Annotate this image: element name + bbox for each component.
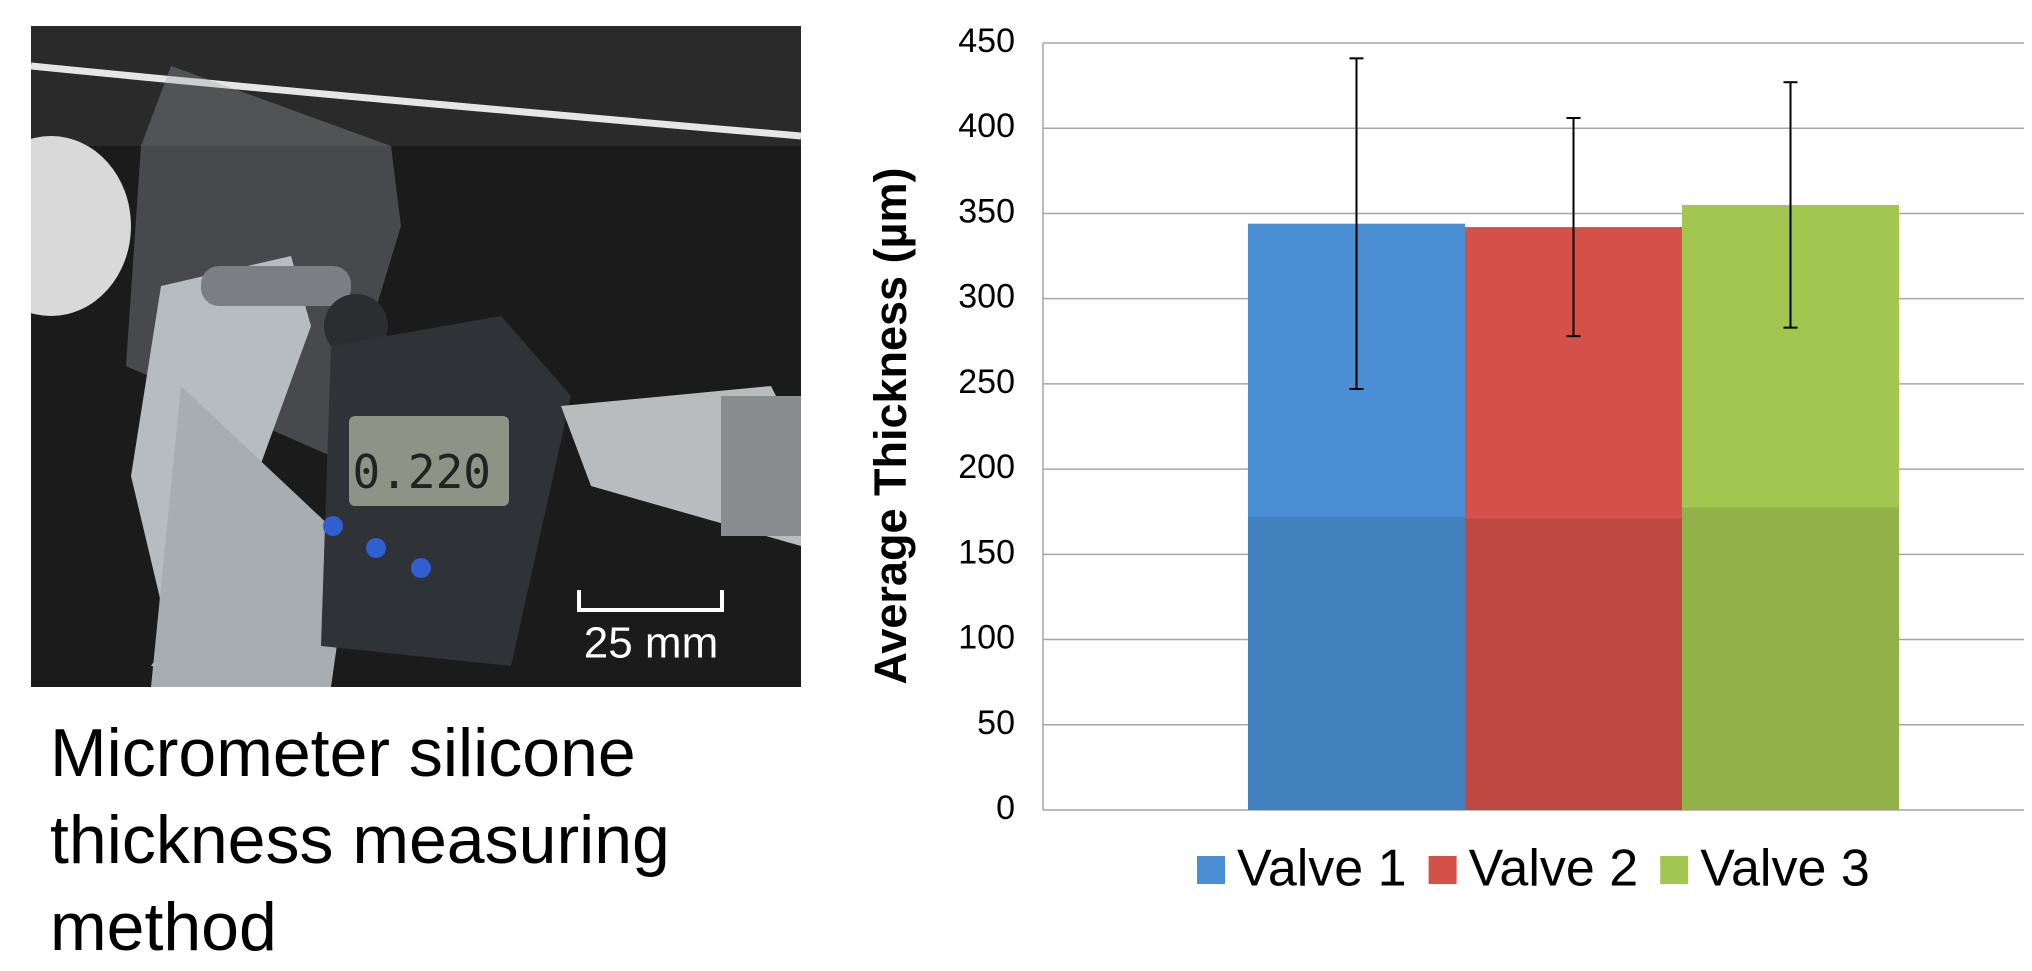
bar-shade	[1248, 517, 1465, 810]
bar-shade	[1682, 507, 1899, 810]
legend-swatch	[1197, 856, 1225, 884]
y-tick-label: 150	[958, 533, 1015, 571]
legend-swatch	[1660, 856, 1688, 884]
legend-label: Valve 3	[1700, 840, 1870, 898]
chart: Average Thickness (µm) 0 50 100 150 200 250 30…	[0, 0, 2032, 904]
y-tick-label: 50	[977, 704, 1015, 742]
legend-label: Valve 2	[1469, 840, 1639, 898]
y-tick-label: 100	[958, 619, 1015, 657]
bar-shade	[1465, 519, 1682, 810]
y-tick-label: 250	[958, 363, 1015, 401]
y-tick-label: 350	[958, 192, 1015, 230]
y-tick-label: 0	[996, 789, 1015, 827]
legend-swatch	[1429, 856, 1457, 884]
y-axis-title: Average Thickness (µm)	[865, 168, 916, 685]
y-tick-label: 300	[958, 278, 1015, 316]
y-tick-label: 400	[958, 107, 1015, 145]
legend-label: Valve 1	[1237, 840, 1407, 898]
y-tick-label: 200	[958, 448, 1015, 486]
y-tick-label: 450	[958, 22, 1015, 60]
page: {"photo": {"scale_label": "25 mm", "capt…	[0, 0, 2032, 904]
